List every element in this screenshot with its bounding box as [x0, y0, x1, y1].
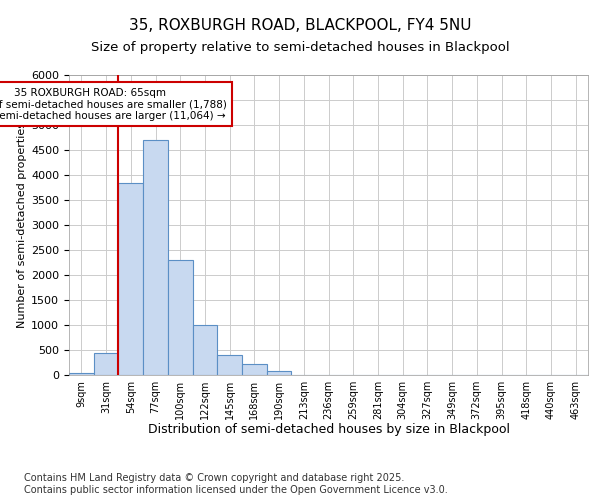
Text: Size of property relative to semi-detached houses in Blackpool: Size of property relative to semi-detach…: [91, 41, 509, 54]
Bar: [168, 260, 193, 375]
Bar: [118, 182, 143, 375]
Bar: [69, 372, 94, 375]
Text: 35, ROXBURGH ROAD, BLACKPOOL, FY4 5NU: 35, ROXBURGH ROAD, BLACKPOOL, FY4 5NU: [129, 18, 471, 32]
Bar: [193, 325, 217, 375]
Bar: [242, 364, 267, 375]
Text: 35 ROXBURGH ROAD: 65sqm
← 14% of semi-detached houses are smaller (1,788)
85% of: 35 ROXBURGH ROAD: 65sqm ← 14% of semi-de…: [0, 88, 226, 120]
Bar: [217, 355, 242, 375]
Bar: [94, 352, 118, 375]
Y-axis label: Number of semi-detached properties: Number of semi-detached properties: [17, 122, 27, 328]
Text: Contains HM Land Registry data © Crown copyright and database right 2025.
Contai: Contains HM Land Registry data © Crown c…: [24, 474, 448, 495]
Bar: [267, 371, 292, 375]
X-axis label: Distribution of semi-detached houses by size in Blackpool: Distribution of semi-detached houses by …: [148, 424, 509, 436]
Bar: [143, 140, 168, 375]
